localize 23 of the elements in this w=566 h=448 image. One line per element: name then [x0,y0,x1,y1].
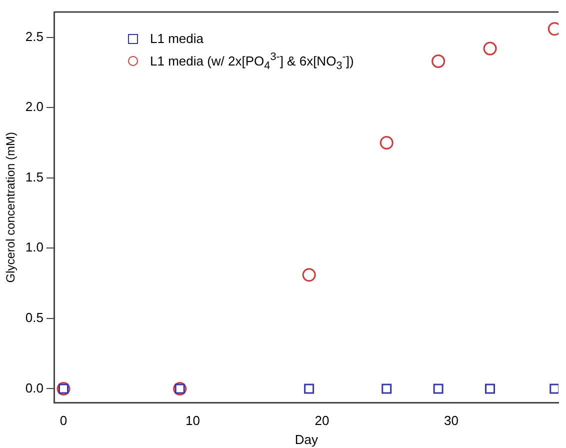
x-tick-label: 10 [186,413,200,428]
point [485,384,495,394]
point [433,384,444,394]
y-axis-title: Glycerol concentration (mM) [4,132,18,283]
point [483,42,497,56]
point [304,384,314,394]
y-tick-label: 2.5 [25,28,44,44]
y-tick-label: 2.0 [25,99,44,114]
y-tick-label: 1.0 [25,240,44,255]
y-tick-label: 1.5 [25,169,44,184]
y-tick-label: 0.5 [25,310,44,326]
point [550,384,558,394]
legend-label: L1 media [150,30,204,48]
x-axis-title: Day [294,432,319,447]
point [380,136,394,150]
x-tick-label: 30 [444,413,458,428]
point [302,268,316,282]
y-tick-label: 0.0 [25,380,44,396]
x-tick-label: 20 [314,413,330,428]
point [432,54,446,68]
point [382,384,392,394]
legend-label: L1 media (w/ 2x[PO$_{4}$$^{3-}$] & 6x[NO$_{3}$$^{-}$]) [150,50,354,74]
x-tick-label: 0 [60,413,68,428]
